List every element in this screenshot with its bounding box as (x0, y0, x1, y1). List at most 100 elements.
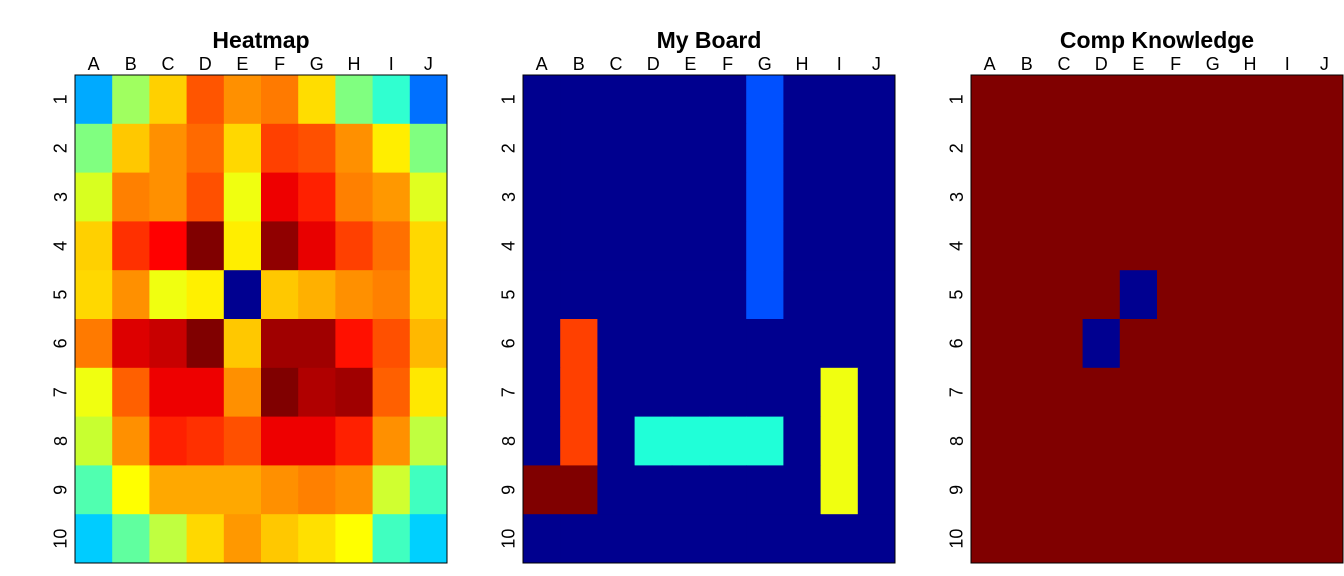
column-label: D (647, 54, 660, 74)
cell (746, 416, 784, 466)
cell (671, 270, 710, 320)
cell (560, 221, 598, 271)
cell (634, 172, 673, 222)
cell (75, 367, 113, 418)
cell (857, 123, 896, 174)
cell (112, 221, 150, 271)
cell (261, 75, 299, 125)
cell (1157, 123, 1195, 174)
cell (1231, 123, 1270, 174)
cell (560, 270, 598, 320)
cell (1045, 465, 1084, 515)
cell (186, 221, 225, 271)
cell (1119, 221, 1158, 271)
cell (298, 319, 336, 369)
cell (261, 367, 299, 418)
column-label: I (837, 54, 842, 74)
row-label: 5 (499, 290, 519, 300)
cell (709, 465, 747, 515)
cell (523, 367, 561, 418)
cell (971, 123, 1009, 174)
row-label: 4 (499, 241, 519, 251)
cell (1119, 270, 1158, 320)
cell (75, 172, 113, 222)
cell (75, 465, 113, 515)
cell (335, 319, 374, 369)
cell (75, 416, 113, 466)
cell (709, 123, 747, 174)
cell (783, 75, 822, 125)
cell (223, 270, 262, 320)
cell (261, 416, 299, 466)
cell (746, 172, 784, 222)
cell (1157, 75, 1195, 125)
board-frame (522, 74, 896, 564)
cell (523, 221, 561, 271)
cell (298, 367, 336, 418)
cell (1119, 172, 1158, 222)
cell (1305, 367, 1344, 418)
cell (857, 367, 896, 418)
cell (597, 270, 636, 320)
cell (112, 172, 150, 222)
cell (1008, 172, 1046, 222)
cell (597, 221, 636, 271)
cell (783, 465, 822, 515)
cell (75, 319, 113, 369)
row-label: 2 (51, 143, 71, 153)
cell (223, 123, 262, 174)
cell (634, 123, 673, 174)
row-label: 3 (947, 192, 967, 202)
cell (149, 514, 188, 564)
cell (149, 319, 188, 369)
cell (597, 172, 636, 222)
cell (746, 367, 784, 418)
cell (820, 270, 859, 320)
cell (1268, 75, 1307, 125)
row-label: 5 (51, 290, 71, 300)
cell (634, 416, 673, 466)
cell (261, 465, 299, 515)
column-label: F (274, 54, 285, 74)
cell (335, 123, 374, 174)
column-label: B (125, 54, 137, 74)
cell (671, 514, 710, 564)
cell (857, 221, 896, 271)
cell (1008, 75, 1046, 125)
cell (1305, 172, 1344, 222)
cell (1008, 465, 1046, 515)
cell (186, 172, 225, 222)
cell (75, 514, 113, 564)
cell (820, 75, 859, 125)
cell (298, 465, 336, 515)
board-frame (970, 74, 1344, 564)
cell (409, 221, 448, 271)
cell (1045, 319, 1084, 369)
cell (335, 221, 374, 271)
cell (671, 221, 710, 271)
row-label: 10 (947, 529, 967, 549)
cell (560, 367, 598, 418)
cell (112, 270, 150, 320)
cell (149, 465, 188, 515)
cell (1268, 416, 1307, 466)
cell (1231, 75, 1270, 125)
cell (1194, 221, 1232, 271)
cell (409, 172, 448, 222)
cell (372, 465, 411, 515)
cell (261, 270, 299, 320)
cell (1231, 367, 1270, 418)
cell (746, 221, 784, 271)
cell (634, 514, 673, 564)
column-label: E (684, 54, 696, 74)
cell (112, 319, 150, 369)
cell (335, 367, 374, 418)
cell (597, 514, 636, 564)
cell (223, 319, 262, 369)
cell (1157, 367, 1195, 418)
cell (372, 123, 411, 174)
cell (1008, 319, 1046, 369)
panel-title: My Board (657, 27, 762, 53)
cell (1082, 270, 1121, 320)
cell (186, 514, 225, 564)
